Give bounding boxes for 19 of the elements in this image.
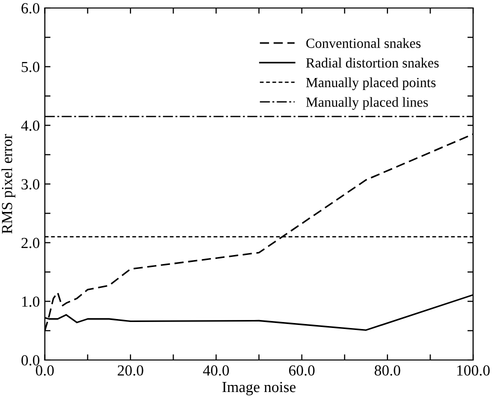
y-tick-label: 0.0 (21, 355, 40, 366)
legend-label: Conventional snakes (306, 38, 421, 48)
legend-label: Manually placed lines (306, 97, 428, 110)
y-tick-label: 2.0 (22, 238, 40, 248)
y-tick-label: 6.0 (22, 3, 40, 14)
x-tick-label: 20.0 (118, 365, 144, 376)
legend-label: Radial distortion snakes (306, 58, 439, 68)
y-tick-label: 3.0 (22, 179, 40, 190)
x-tick-label: 80.0 (374, 365, 400, 376)
x-tick-label: 0.0 (36, 365, 54, 376)
y-tick-label: 4.0 (21, 120, 40, 131)
x-tick-label: 40.0 (203, 365, 229, 376)
x-axis-title: Image noise (222, 382, 296, 396)
legend-label: Manually placed points (306, 77, 436, 90)
x-tick-label: 60.0 (289, 365, 315, 376)
y-axis-title: RMS pixel error (1, 134, 16, 234)
x-tick-label: 100.0 (457, 365, 490, 376)
y-tick-label: 5.0 (22, 62, 40, 72)
y-tick-label: 1.0 (22, 296, 40, 307)
